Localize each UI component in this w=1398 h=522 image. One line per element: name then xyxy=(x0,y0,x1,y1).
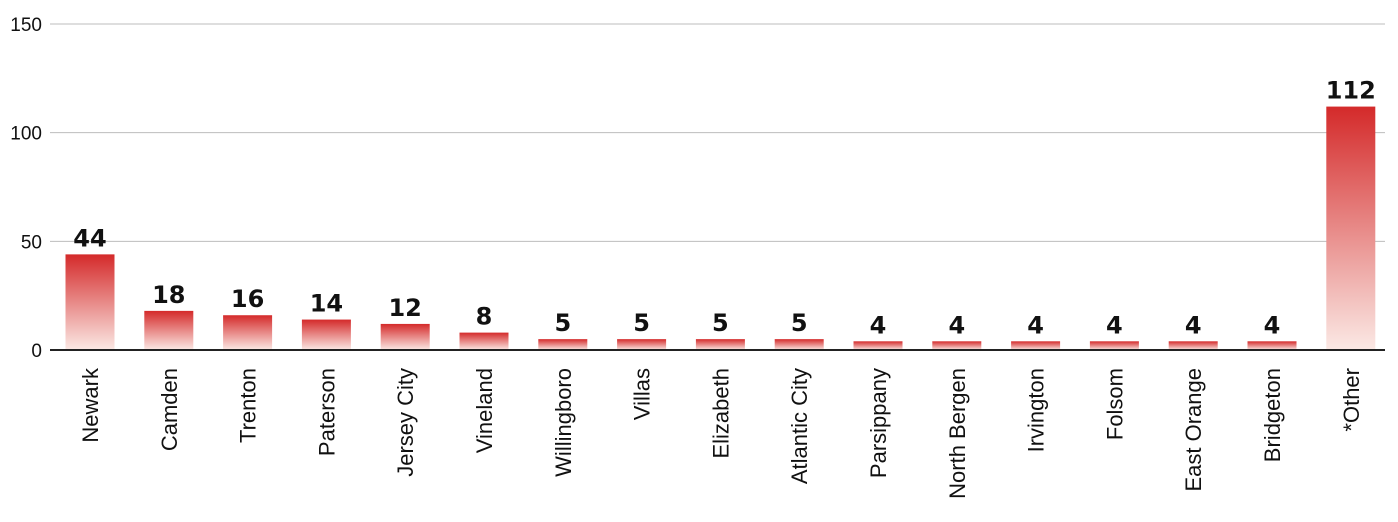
bar-value-label: 8 xyxy=(476,303,493,331)
y-axis-ticks: 0 50 100 150 xyxy=(10,15,42,362)
bar-value-label: 4 xyxy=(948,311,965,339)
x-tick-label: North Bergen xyxy=(945,368,970,499)
bar xyxy=(1247,341,1297,350)
x-tick-label: Willingboro xyxy=(551,368,576,477)
x-tick-label: *Other xyxy=(1339,368,1364,432)
bar xyxy=(617,339,667,350)
bar xyxy=(695,339,745,350)
x-tick-label: Folsom xyxy=(1102,368,1127,440)
bar-value-label: 5 xyxy=(712,309,729,337)
x-tick-label: Camden xyxy=(157,368,182,451)
bar xyxy=(1326,106,1376,350)
x-tick-label: Paterson xyxy=(314,368,339,456)
y-tick-label: 50 xyxy=(21,232,42,253)
bar-value-label: 5 xyxy=(791,309,808,337)
x-tick-label: Irvington xyxy=(1024,368,1049,452)
bar-value-label: 5 xyxy=(554,309,571,337)
bar-value-label: 4 xyxy=(1185,311,1202,339)
y-tick-label: 100 xyxy=(10,124,42,145)
x-tick-label: Vineland xyxy=(472,368,497,453)
bar-value-label: 112 xyxy=(1326,77,1376,105)
bar xyxy=(1011,341,1061,350)
bar-value-label: 4 xyxy=(870,311,887,339)
y-tick-label: 150 xyxy=(10,15,42,36)
bar xyxy=(853,341,903,350)
x-tick-label: Trenton xyxy=(236,368,261,443)
bar xyxy=(65,254,115,350)
bar-value-label: 4 xyxy=(1027,311,1044,339)
x-tick-label: Atlantic City xyxy=(787,368,812,484)
bar xyxy=(774,339,824,350)
bar xyxy=(1089,341,1139,350)
y-tick-label: 0 xyxy=(31,341,42,362)
bar xyxy=(459,332,509,350)
bar-value-label: 12 xyxy=(388,294,421,322)
bar-value-label: 18 xyxy=(152,281,185,309)
bar-value-label: 4 xyxy=(1106,311,1123,339)
bar-value-label: 16 xyxy=(231,285,264,313)
bar-value-label: 4 xyxy=(1264,311,1281,339)
bar-value-label: 44 xyxy=(73,224,106,252)
bar-value-label: 5 xyxy=(633,309,650,337)
bar-value-label: 14 xyxy=(310,290,343,318)
x-tick-label: Bridgeton xyxy=(1260,368,1285,462)
gridlines xyxy=(50,23,1385,242)
x-tick-label: Newark xyxy=(78,367,103,443)
bar xyxy=(1168,341,1218,350)
bar xyxy=(380,323,430,350)
x-tick-label: Jersey City xyxy=(393,368,418,477)
x-tick-label: Parsippany xyxy=(866,368,891,478)
bar xyxy=(144,310,194,350)
x-axis-ticks: Newark Camden Trenton Paterson Jersey City Vi… xyxy=(78,367,1364,499)
bar xyxy=(223,315,273,350)
x-tick-label: Villas xyxy=(630,368,655,420)
x-tick-label: East Orange xyxy=(1181,368,1206,492)
x-tick-label: Elizabeth xyxy=(708,368,733,459)
bar xyxy=(932,341,982,350)
bars xyxy=(65,106,1376,350)
bar xyxy=(538,339,588,350)
bar xyxy=(301,319,351,350)
